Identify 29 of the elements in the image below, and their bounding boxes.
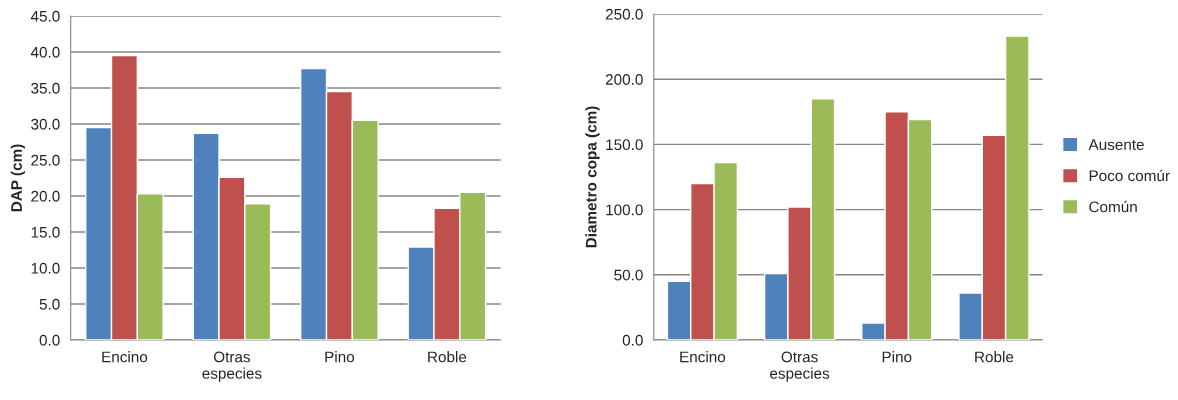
x-tick-label: Roble [975,351,1014,363]
y-axis-title: DAP (cm) [10,144,25,212]
x-tick-label: Pino [882,351,912,363]
y-tick-label: 0.0 [622,334,643,346]
y-tick-label: 35.0 [31,82,60,94]
y-tick-label: 25.0 [31,154,60,166]
x-tick-label: Otras especies [770,351,830,382]
x-tick-label: Encino [680,351,726,363]
y-tick-label: 5.0 [39,298,60,310]
legend-label: Común [1089,200,1137,213]
x-tick-label: Encino [102,351,148,363]
x-tick-label: Roble [428,351,467,363]
x-tick-label: Otras especies [202,351,262,382]
y-tick-label: 45.0 [30,10,60,22]
y-tick-label: 0.0 [39,334,60,346]
y-axis-title: Diametro copa (cm) [585,106,600,248]
y-tick-label: 150.0 [606,139,643,151]
y-tick-label: 20.0 [31,190,60,202]
legend-label: Ausente [1088,139,1144,151]
y-tick-label: 30.0 [31,118,60,130]
y-tick-label: 250.0 [605,8,643,20]
legend-label: Poco comúr [1089,169,1170,182]
y-tick-label: 10.0 [31,262,60,274]
x-tick-label: Pino [325,351,355,363]
y-tick-label: 15.0 [31,226,60,238]
y-tick-label: 200.0 [605,74,643,85]
y-tick-label: 50.0 [614,269,643,281]
y-tick-label: 100.0 [606,204,643,216]
y-tick-label: 40.0 [30,46,60,58]
